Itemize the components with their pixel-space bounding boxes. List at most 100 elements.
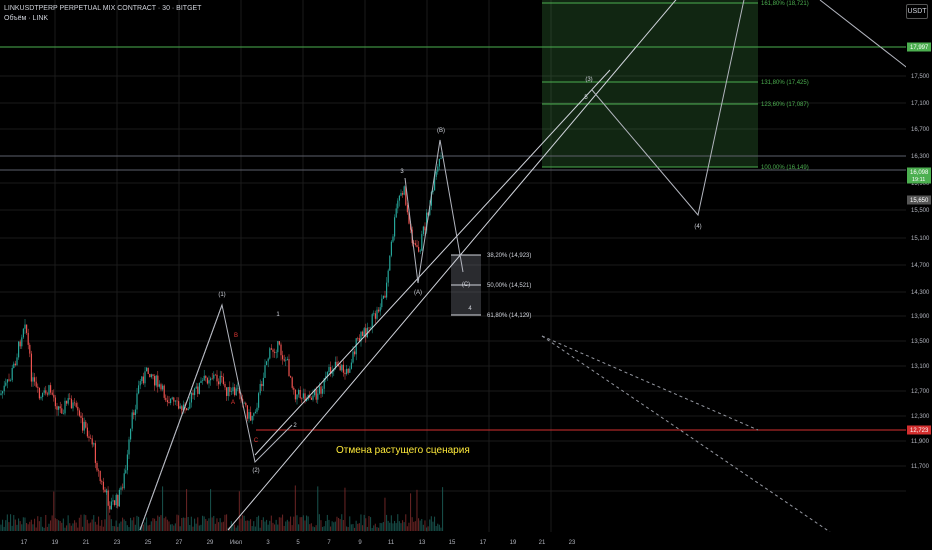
volume-bar xyxy=(344,487,346,531)
volume-bar xyxy=(362,525,364,531)
currency-button[interactable]: USDT xyxy=(906,4,928,19)
wave-label: (B) xyxy=(437,128,445,134)
volume-bar xyxy=(5,520,7,531)
volume-bar xyxy=(435,525,437,531)
volume-bar xyxy=(64,527,66,531)
price-tick-label: 12,700 xyxy=(911,389,930,395)
wave-label: (4) xyxy=(694,224,701,230)
volume-bar xyxy=(371,527,373,531)
candle-body xyxy=(254,411,256,414)
candle-body xyxy=(147,367,149,374)
candle-body xyxy=(27,332,29,345)
volume-bar xyxy=(14,519,16,531)
candle-body xyxy=(189,402,191,409)
candle-body xyxy=(35,381,37,387)
candle-body xyxy=(176,400,178,402)
candle-body xyxy=(363,328,365,337)
candle-body xyxy=(296,394,298,400)
volume-bar xyxy=(357,523,359,531)
candle-body xyxy=(78,410,80,416)
candle-body xyxy=(336,361,338,366)
volume-bar xyxy=(330,526,332,531)
volume-bar xyxy=(322,526,324,531)
volume-bar xyxy=(86,519,88,531)
volume-bar xyxy=(278,517,280,531)
candle-body xyxy=(318,386,320,394)
price-tick-label: 15,100 xyxy=(911,236,930,242)
candle-body xyxy=(6,379,8,383)
candle-body xyxy=(398,195,400,201)
candle-body xyxy=(402,193,404,195)
candle-body xyxy=(198,383,200,394)
candle-body xyxy=(158,384,160,387)
candle-body xyxy=(149,373,151,378)
volume-bar xyxy=(114,526,116,531)
volume-bar xyxy=(162,486,164,531)
candle-body xyxy=(206,378,208,384)
candle-body xyxy=(19,341,21,347)
volume-bar xyxy=(352,524,354,531)
volume-bar xyxy=(154,518,156,531)
volume-bar xyxy=(277,524,279,531)
candle-body xyxy=(74,402,76,404)
candle-body xyxy=(424,226,426,231)
volume-bar xyxy=(8,522,10,531)
candle-body xyxy=(275,352,277,353)
volume-bar xyxy=(46,526,48,531)
candle-body xyxy=(301,397,303,399)
volume-bar xyxy=(109,515,111,531)
candle-body xyxy=(85,421,87,428)
time-tick-label: 17 xyxy=(480,540,487,546)
candle-body xyxy=(141,376,143,382)
wave-label: (A) xyxy=(414,290,422,296)
candle-body xyxy=(29,344,31,354)
price-tick-label: 17,500 xyxy=(911,74,930,80)
price-tick-label: 17,100 xyxy=(911,101,930,107)
candle-body xyxy=(182,404,184,411)
volume-bar xyxy=(400,523,402,531)
candle-body xyxy=(109,505,111,510)
volume-bar xyxy=(410,493,412,531)
volume-bar xyxy=(131,520,133,531)
volume-bar xyxy=(389,522,391,531)
volume-bar xyxy=(88,523,90,531)
price-tick-label: 16,300 xyxy=(911,154,930,160)
candle-body xyxy=(66,400,68,404)
volume-bar xyxy=(96,524,98,531)
grid xyxy=(0,0,906,532)
candle-body xyxy=(38,387,40,399)
wave-label: 1 xyxy=(276,312,280,318)
volume-bar xyxy=(184,517,186,531)
volume-bar xyxy=(267,524,269,531)
volume-bar xyxy=(237,525,239,531)
volume-bar xyxy=(266,519,268,531)
volume-bar xyxy=(411,517,413,531)
candle-body xyxy=(266,361,268,366)
volume-bar xyxy=(314,527,316,531)
fib-label-131: 131,80% (17,425) xyxy=(761,80,809,86)
volume-bar xyxy=(160,515,162,531)
candle-body xyxy=(200,380,202,384)
wave-label: 2 xyxy=(293,423,297,429)
volume-bar xyxy=(200,524,202,531)
candle-body xyxy=(422,226,424,235)
volume-bar xyxy=(328,519,330,531)
candle-body xyxy=(54,397,56,407)
candle-body xyxy=(406,204,408,213)
volume-bar xyxy=(112,525,114,531)
volume-bar xyxy=(245,520,247,531)
volume-bar xyxy=(43,527,45,531)
volume-bar xyxy=(203,516,205,531)
candle-body xyxy=(264,365,266,378)
volume-bar xyxy=(358,523,360,531)
candle-body xyxy=(21,337,23,347)
candle-body xyxy=(134,409,136,416)
candle-body xyxy=(101,481,103,482)
volume-bar xyxy=(413,521,415,531)
volume-bar xyxy=(174,523,176,531)
volume-bar xyxy=(338,517,340,531)
volume-bar xyxy=(320,520,322,531)
volume-bar xyxy=(218,522,220,531)
